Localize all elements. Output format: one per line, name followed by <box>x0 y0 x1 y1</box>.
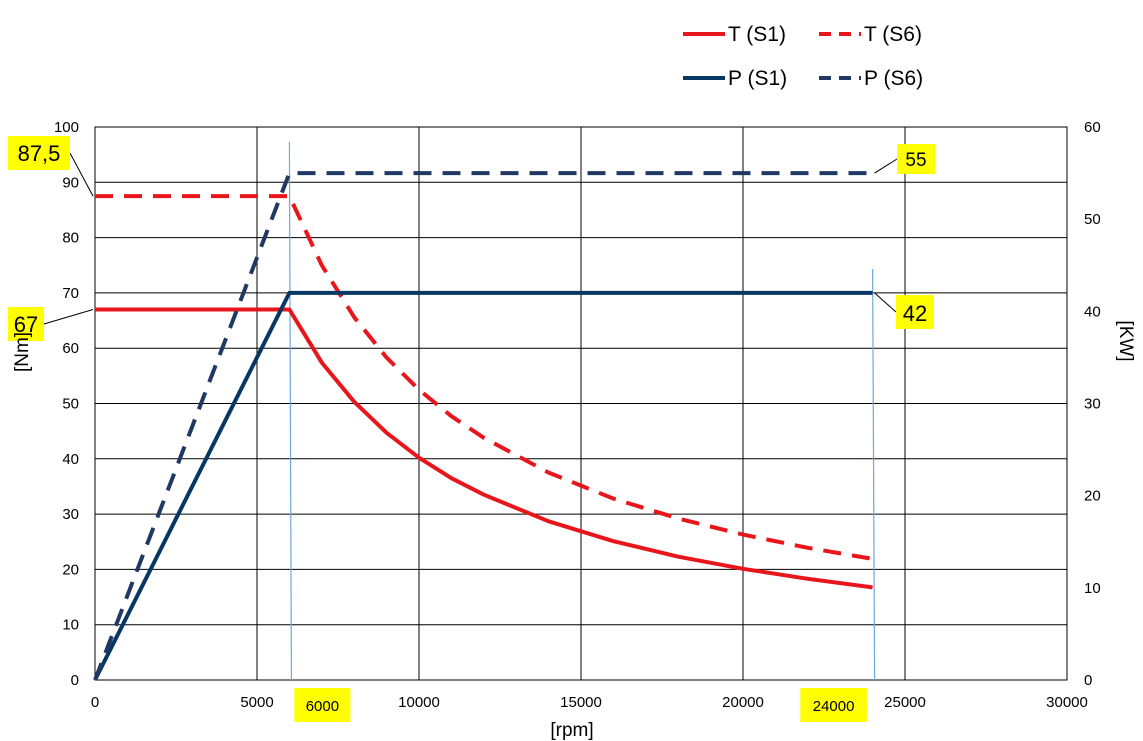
x-tick-label: 0 <box>91 694 99 711</box>
x-tick-label: 15000 <box>560 694 602 711</box>
callout-leader <box>43 309 94 325</box>
y2-tick-label: 30 <box>1084 396 1101 413</box>
x-tick-label: 30000 <box>1046 694 1088 711</box>
y-tick-label: 60 <box>62 340 79 357</box>
y2-tick-label: 40 <box>1084 303 1101 320</box>
y-tick-label: 30 <box>62 506 79 523</box>
callout-leader <box>874 292 897 313</box>
callout-leader <box>874 158 898 174</box>
callout-label: 55 <box>905 150 926 171</box>
y2-tick-label: 50 <box>1084 211 1101 228</box>
y-tick-label: 50 <box>62 396 79 413</box>
callout-label: 87,5 <box>18 141 61 166</box>
callout-label: 42 <box>903 301 927 326</box>
callout-highlight <box>8 136 70 170</box>
y-tick-label: 80 <box>62 230 79 247</box>
y-tick-label: 90 <box>62 174 79 191</box>
y-tick-label: 40 <box>62 451 79 468</box>
data-series <box>93 171 873 681</box>
x-tick-label: 20000 <box>722 694 764 711</box>
legend-label-3: P (S6) <box>864 67 923 90</box>
y-tick-label: 70 <box>62 285 79 302</box>
y-tick-label: 100 <box>54 119 79 136</box>
legend: T (S1) T (S6) P (S1) P (S6) <box>683 23 923 90</box>
callout-highlight <box>897 144 935 174</box>
speed-markers: 6000 24000 <box>288 141 876 722</box>
marker-label: 24000 <box>813 698 855 715</box>
callout-highlight <box>8 307 44 341</box>
series-line-0 <box>95 307 873 590</box>
x-tick-label: 5000 <box>240 694 273 711</box>
marker-highlight <box>294 688 351 722</box>
series-line-3 <box>93 171 873 681</box>
y-axis-right-title: [KW] <box>1115 320 1136 361</box>
legend-label-0: T (S1) <box>728 23 786 46</box>
y-tick-label: 20 <box>62 561 79 578</box>
x-axis-title: [rpm] <box>550 720 593 741</box>
y2-tick-label: 60 <box>1084 119 1101 136</box>
value-callouts: 87,5 67 55 42 <box>8 136 935 341</box>
x-tick-label: 25000 <box>884 694 926 711</box>
y-axis-left-title: [Nm] <box>12 332 33 372</box>
marker-line <box>871 268 876 681</box>
series-line-2 <box>93 290 873 681</box>
y-tick-label: 10 <box>62 617 79 634</box>
legend-label-2: P (S1) <box>728 67 787 90</box>
tick-labels: 0 10 20 30 40 50 60 70 80 90 100 0 10 20 30 40 50 60 0 5000… <box>54 119 1101 711</box>
gridlines <box>94 126 1068 681</box>
callout-label: 67 <box>14 312 38 337</box>
x-tick-label: 10000 <box>398 694 440 711</box>
marker-highlight <box>800 688 867 722</box>
y2-tick-label: 10 <box>1084 580 1101 597</box>
legend-label-1: T (S6) <box>864 23 922 46</box>
callout-highlight <box>896 295 934 329</box>
marker-line <box>288 141 292 681</box>
y2-tick-label: 0 <box>1084 672 1092 689</box>
marker-label: 6000 <box>306 698 339 715</box>
plot-border <box>94 126 1068 681</box>
callout-leader <box>69 152 94 197</box>
y2-tick-label: 20 <box>1084 488 1101 505</box>
y-tick-label: 0 <box>71 672 79 689</box>
